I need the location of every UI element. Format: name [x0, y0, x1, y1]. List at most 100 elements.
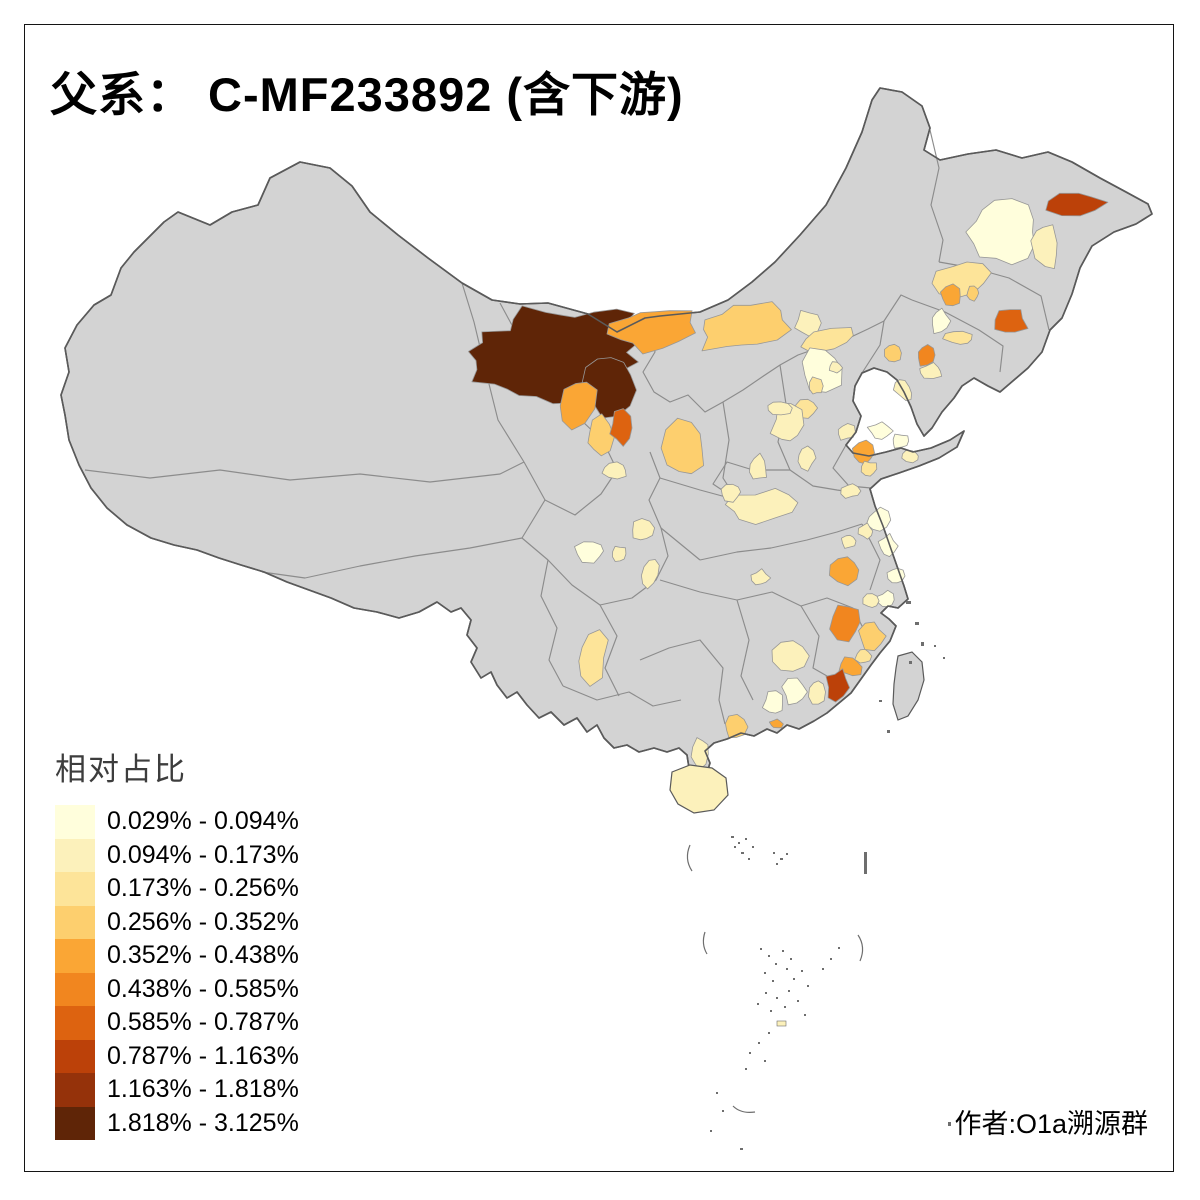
prefecture-region	[838, 656, 863, 677]
province-border	[562, 685, 682, 707]
islet-mark	[909, 661, 912, 664]
islet-mark	[741, 852, 744, 854]
prefecture-region	[612, 545, 627, 562]
legend-range-label: 0.173% - 0.256%	[107, 874, 299, 903]
prefecture-region	[749, 452, 767, 480]
province-border	[712, 461, 852, 501]
legend-swatch	[55, 939, 95, 973]
province-border	[84, 461, 525, 483]
taiwan-island	[892, 651, 925, 721]
prefecture-region	[660, 417, 704, 475]
islet-mark	[722, 1110, 724, 1112]
islet-mark	[731, 836, 734, 838]
prefecture-region	[892, 433, 909, 449]
legend-row: 1.818% - 3.125%	[55, 1106, 299, 1140]
province-border	[736, 599, 754, 701]
legend-title: 相对占比	[55, 752, 187, 787]
prefecture-region	[886, 567, 906, 584]
legend-row: 0.256% - 0.352%	[55, 905, 299, 939]
province-border	[929, 129, 944, 263]
legend-swatch	[55, 1106, 95, 1140]
prefecture-region	[809, 376, 824, 395]
islet-mark	[948, 1122, 951, 1126]
prefecture-region	[762, 690, 783, 714]
legend-range-label: 0.029% - 0.094%	[107, 807, 299, 836]
islet-mark	[879, 700, 882, 702]
islet-mark	[768, 955, 770, 957]
province-border	[660, 527, 701, 561]
islet-mark	[943, 657, 945, 659]
legend-range-label: 0.585% - 0.787%	[107, 1008, 299, 1037]
islet-mark	[765, 992, 767, 994]
sea-boundary-arc	[702, 931, 708, 955]
islet-mark	[804, 1014, 806, 1016]
prefecture-region	[829, 556, 860, 587]
legend-swatch	[55, 1073, 95, 1107]
legend-row: 0.585% - 0.787%	[55, 1006, 299, 1040]
prefecture-region	[884, 343, 902, 363]
prefecture-region	[701, 301, 792, 352]
legend-swatch	[55, 972, 95, 1006]
province-border	[699, 523, 863, 561]
prefecture-region	[840, 483, 862, 499]
prefecture-region	[724, 487, 799, 525]
prefecture-region	[828, 361, 844, 374]
islet-mark	[716, 1092, 718, 1094]
prefecture-region	[781, 677, 808, 706]
plot-frame	[24, 24, 1174, 1172]
prefecture-region	[632, 518, 655, 541]
sea-boundary-arc	[732, 1105, 756, 1113]
legend-range-label: 0.438% - 0.585%	[107, 974, 299, 1003]
province-border	[800, 605, 828, 677]
province-border	[911, 299, 1004, 373]
legend-range-label: 0.787% - 1.163%	[107, 1041, 299, 1070]
prefecture-region	[965, 198, 1035, 266]
legend-swatch	[55, 838, 95, 872]
islet-mark	[760, 948, 762, 950]
legend: 相对占比 0.029% - 0.094% 0.094% - 0.173% 0.173…	[55, 744, 299, 1140]
islet-mark	[749, 1052, 751, 1054]
islet-mark	[770, 1010, 772, 1012]
prefecture-region	[942, 330, 973, 345]
sea-boundary-arc	[686, 844, 693, 872]
province-border	[521, 451, 669, 606]
legend-row: 0.438% - 0.585%	[55, 972, 299, 1006]
islet-mark	[775, 963, 777, 965]
islet-mark	[745, 838, 747, 840]
islet-mark	[740, 1148, 743, 1150]
islet-mark	[838, 947, 840, 949]
islet-mark	[864, 852, 867, 874]
prefecture-region	[854, 649, 873, 664]
islet-mark	[906, 601, 911, 604]
islet-mark	[782, 950, 784, 952]
prefecture-region	[932, 307, 952, 335]
prefecture-region	[725, 714, 749, 738]
islet-mark	[887, 730, 890, 733]
prefecture-region	[857, 522, 874, 540]
prefecture-region	[1030, 224, 1058, 270]
prefecture-region	[918, 344, 936, 367]
islet-mark	[738, 842, 740, 844]
province-border	[639, 639, 726, 725]
prefecture-region	[829, 604, 861, 643]
legend-row: 1.163% - 1.818%	[55, 1073, 299, 1107]
islet-mark	[764, 1060, 766, 1062]
legend-range-label: 0.352% - 0.438%	[107, 941, 299, 970]
islet-mark	[752, 846, 754, 848]
map-title: 父系： C-MF233892 (含下游)	[50, 68, 684, 121]
prefecture-region	[720, 483, 742, 503]
legend-row: 0.787% - 1.163%	[55, 1039, 299, 1073]
islet-mark	[786, 853, 788, 855]
islet-mark	[790, 958, 792, 960]
prefecture-region	[858, 621, 887, 652]
prefecture-region	[609, 408, 633, 447]
prefecture-region	[837, 423, 856, 441]
islet-mark	[784, 1006, 786, 1008]
colored-islet-mark	[776, 1020, 787, 1027]
islet-mark	[757, 1003, 759, 1005]
islet-mark	[710, 1130, 712, 1132]
province-border	[883, 294, 913, 322]
hainan-island	[669, 764, 729, 814]
islet-mark	[748, 858, 750, 860]
